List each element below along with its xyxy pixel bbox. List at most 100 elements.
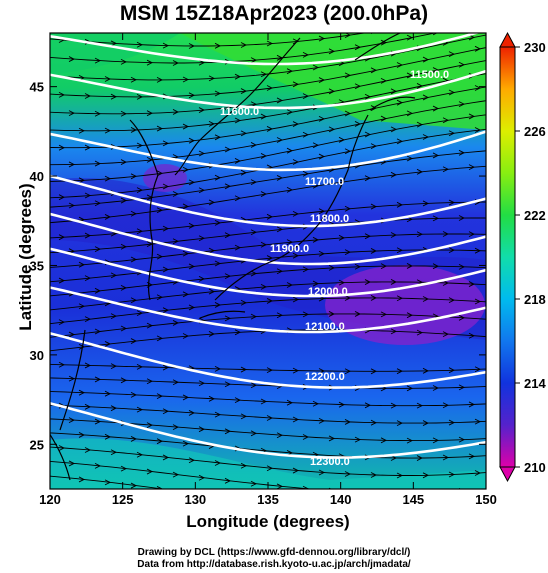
height-contour [50,174,486,228]
wind-arrow [156,125,164,132]
wind-arrow [276,226,284,233]
wind-arrow [475,9,480,14]
wind-arrow [344,471,352,477]
wind-arrow [84,362,92,369]
wind-arrow [224,315,232,322]
wind-arrow [250,270,258,277]
wind-arrow [396,138,404,145]
wind-arrow [214,411,222,418]
credit-data: Data from http://database.rish.kyoto-u.a… [137,559,411,570]
streamline [50,217,486,254]
wind-arrow [286,147,294,154]
wind-arrow [406,155,414,162]
wind-arrow [432,215,440,222]
wind-arrow [432,263,440,270]
contour-label: 11500.0 [410,69,449,81]
wind-arrow [156,335,164,342]
wind-arrow [266,465,274,472]
wind-arrow [136,310,144,317]
wind-arrow [442,231,450,237]
wind-arrow [302,311,310,318]
wind-arrow [110,313,118,320]
wind-arrow [188,263,196,270]
wind-arrow [188,43,196,49]
wind-arrow [198,59,206,66]
wind-arrow [312,236,320,243]
wind-arrow [250,430,258,437]
x-tick-label: 135 [257,492,279,507]
y-tick-label: 45 [30,80,44,95]
wind-arrow [68,375,76,382]
wind-arrow [68,56,76,62]
wind-arrow [214,366,222,372]
wind-arrow [182,166,190,173]
wind-arrow [240,366,248,373]
wind-arrow [312,280,320,287]
wind-arrow [364,279,372,285]
wind-arrow [120,110,128,117]
wind-arrow [156,393,164,400]
wind-arrow [208,395,216,402]
wind-arrow [182,333,190,339]
wind-arrow [266,126,274,132]
height-contour [50,247,486,298]
wind-arrow [422,472,430,479]
wind-arrow [250,179,258,186]
wind-arrow [198,474,206,481]
wind-arrow [58,319,66,326]
wind-arrow [172,191,180,197]
wind-arrow [136,228,144,235]
wind-arrow [234,397,242,404]
wind-arrow [104,433,112,440]
wind-arrow [188,222,196,229]
wind-arrow [344,249,352,256]
wind-arrow [130,210,138,217]
wind-arrow [58,234,66,241]
wind-arrow [390,171,398,178]
wind-arrow [422,56,430,63]
wind-arrow [396,62,404,68]
wind-arrow [318,469,326,476]
wind-arrow [406,312,414,319]
x-axis-label: Longitude (degrees) [186,512,350,531]
wind-arrow [292,252,300,259]
wind-arrow [458,384,466,391]
wind-arrow [84,192,92,199]
wind-arrow [120,243,128,250]
wind-arrow [302,51,310,58]
wind-arrow [172,471,180,478]
wind-arrow [104,127,112,134]
wind-arrow [469,504,474,509]
wind-arrow [338,136,346,143]
wind-arrow [416,402,424,409]
wind-arrow [276,97,284,104]
wind-arrow [328,264,336,271]
wind-arrow [416,329,424,336]
wind-arrow [214,90,222,97]
wind-arrow [110,363,118,370]
colorbar-tick-label: 210 [524,460,546,475]
wind-arrow [136,93,144,100]
wind-arrow [130,391,138,398]
wind-arrow [250,480,258,487]
wind-arrow [104,479,112,486]
wind-arrow [198,275,206,282]
wind-arrow [78,476,86,483]
wind-arrow [396,201,404,208]
wind-arrow [364,93,372,100]
wind-arrow [208,331,216,337]
wind-arrow [381,490,386,495]
wind-arrow [78,343,86,350]
wind-arrow [364,402,372,409]
wind-arrow [292,159,300,165]
wind-arrow [406,263,414,269]
wind-arrow [162,42,170,49]
wind-arrow [104,175,112,182]
wind-arrow [182,76,190,83]
wind-arrow [234,244,242,251]
wind-arrow [442,117,450,124]
wind-arrow [78,261,86,268]
wind-arrow [318,208,326,215]
wind-arrow [406,34,414,41]
contour-label: 11600.0 [220,106,259,118]
